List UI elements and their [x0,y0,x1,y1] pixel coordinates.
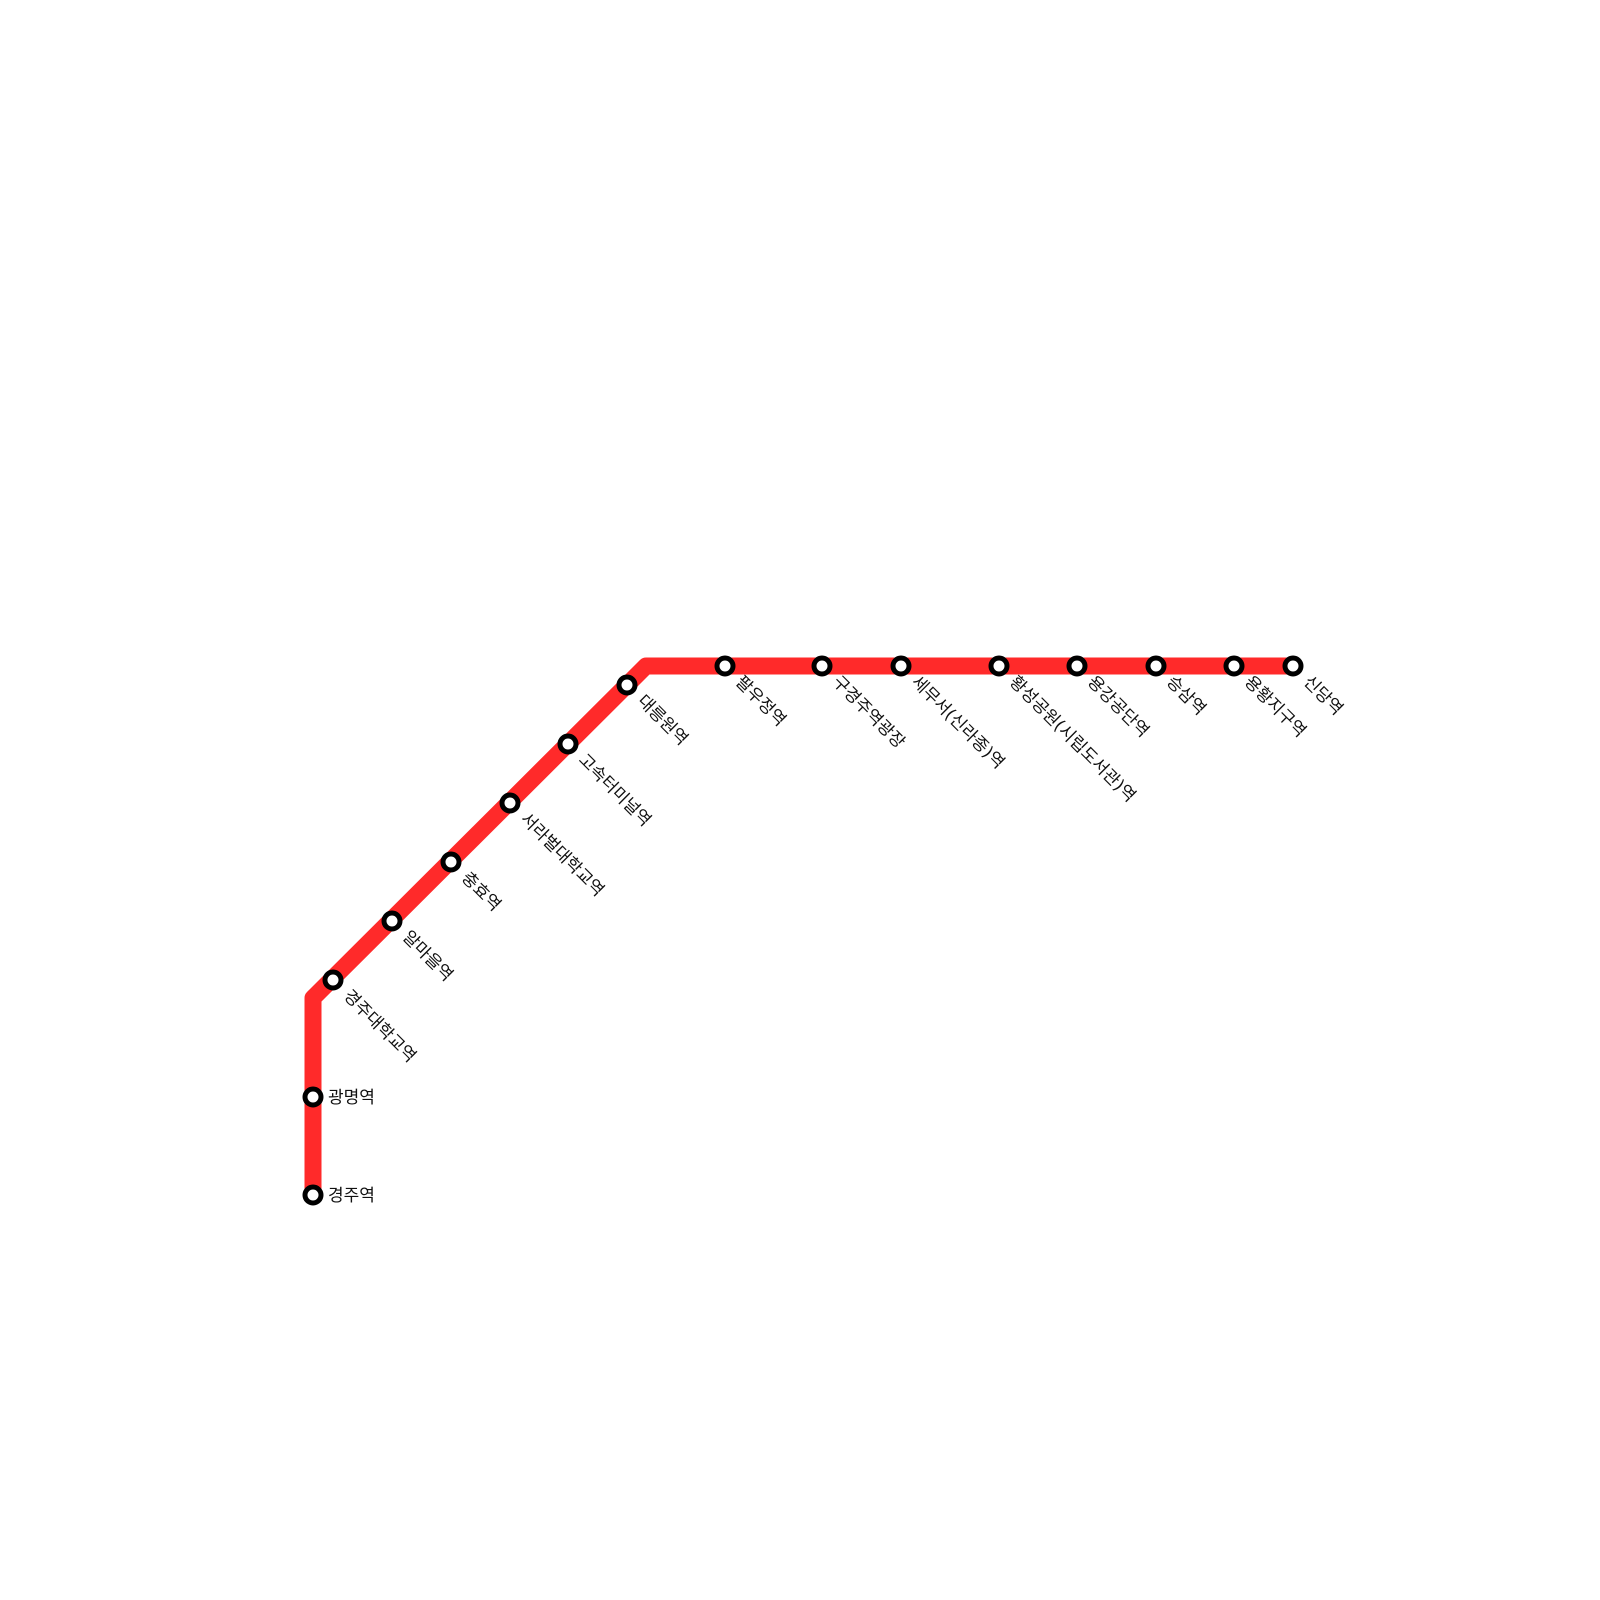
station-marker[interactable] [616,674,638,696]
station-marker[interactable] [381,910,403,932]
station-label: 서라벌대학교역 [516,809,608,901]
station-label: 신당역 [1299,672,1346,719]
station-label: 광명역 [328,1088,375,1108]
station-marker[interactable] [988,655,1010,677]
station[interactable]: 고속터미널역 [557,733,655,831]
station-label: 팔우정역 [731,672,789,730]
station-label: 경주역 [328,1186,375,1206]
station-label: 고속터미널역 [574,750,654,830]
station-label: 용강공단역 [1083,672,1152,741]
station-marker[interactable] [1066,655,1088,677]
station-marker[interactable] [1282,655,1304,677]
station-label: 세무서(신라종)역 [907,672,1008,773]
station[interactable]: 충효역 [440,851,504,915]
station-label: 용황지구역 [1240,672,1309,741]
station-marker[interactable] [714,655,736,677]
station-label: 대릉원역 [633,691,691,749]
station-label: 황성공원(시립도서관)역 [1005,672,1139,806]
station-marker[interactable] [557,733,579,755]
station[interactable]: 알마을역 [381,910,457,986]
station-label: 승삼역 [1162,672,1209,719]
station-marker[interactable] [302,1184,324,1206]
station[interactable]: 황성공원(시립도서관)역 [988,655,1139,806]
station-marker[interactable] [440,851,462,873]
station-marker[interactable] [499,792,521,814]
station-marker[interactable] [1223,655,1245,677]
station-marker[interactable] [322,969,344,991]
station-label: 충효역 [457,868,504,915]
station[interactable]: 서라벌대학교역 [499,792,608,901]
station-label: 구경주역광장 [828,672,909,753]
station[interactable]: 경주역 [302,1184,375,1206]
station-marker[interactable] [1145,655,1167,677]
station[interactable]: 세무서(신라종)역 [890,655,1008,773]
station[interactable]: 신당역 [1282,655,1346,719]
line-route [304,657,1293,1195]
station[interactable]: 광명역 [302,1086,375,1108]
station[interactable]: 경주대학교역 [322,969,420,1067]
station[interactable]: 대릉원역 [616,674,692,750]
station-marker[interactable] [811,655,833,677]
station-marker[interactable] [302,1086,324,1108]
station-label: 경주대학교역 [339,986,419,1066]
station-label: 알마을역 [398,927,456,985]
station-marker[interactable] [890,655,912,677]
